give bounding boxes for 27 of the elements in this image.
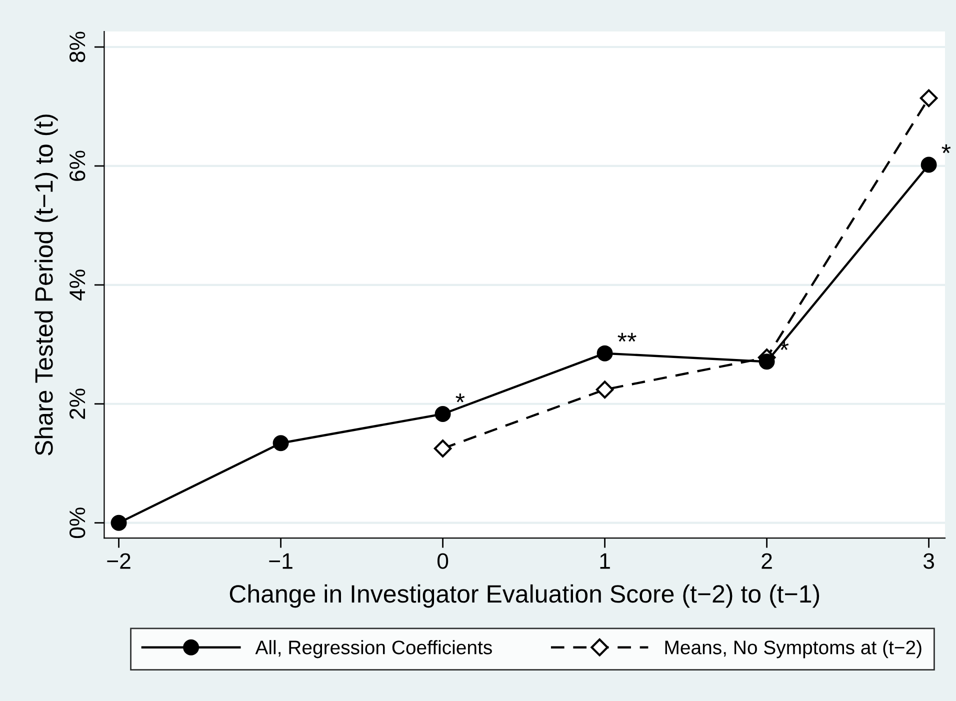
x-tick-label: −2	[107, 553, 130, 569]
text: Means, No Symptoms at (t−2)	[665, 640, 922, 658]
x-tick-label: 1	[600, 553, 610, 569]
point	[272, 435, 289, 452]
point	[596, 345, 613, 362]
x-tick-label: 3	[923, 553, 934, 569]
point	[596, 380, 614, 399]
annotation: *	[456, 394, 465, 402]
annotation: *	[942, 144, 951, 154]
annotation: **	[618, 332, 636, 342]
x-axis-title: Change in Investigator Evaluation Score (t−2) to (t−1)	[230, 584, 820, 608]
y-tick-label: 4%	[70, 270, 86, 300]
y-tick-label: 0%	[69, 508, 86, 538]
x-tick-label: −1	[269, 553, 292, 569]
x-tick-label: 0	[437, 553, 448, 569]
point	[110, 514, 127, 531]
legend-label: All, Regression Coefficients	[255, 640, 492, 658]
y-tick-label: 8%	[69, 32, 86, 62]
y-tick-label: 6%	[69, 150, 86, 181]
point	[758, 354, 775, 370]
point	[920, 156, 937, 173]
point	[434, 406, 451, 422]
point	[920, 89, 938, 108]
x-tick-label: 2	[762, 553, 772, 569]
y-tick-label: 2%	[69, 388, 86, 419]
point	[434, 440, 452, 458]
y-axis-title: Share Tested Period (t−1) to (t)	[34, 114, 58, 456]
